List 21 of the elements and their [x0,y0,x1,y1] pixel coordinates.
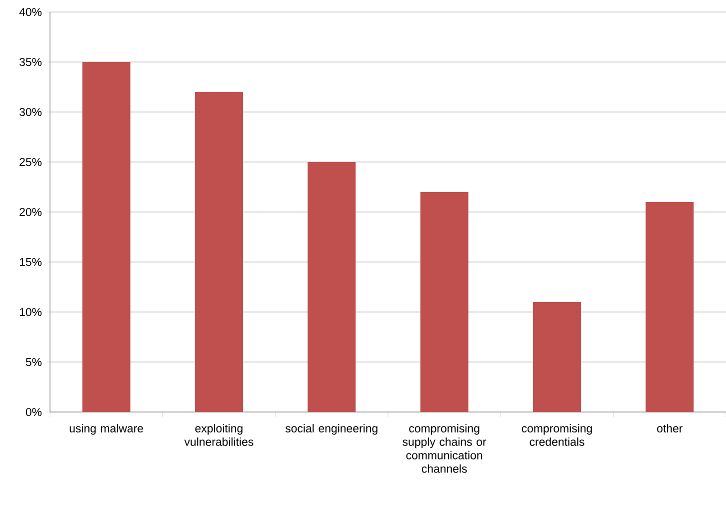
x-tick-label: social engineering [285,424,378,435]
y-tick-label: 0% [26,408,42,416]
x-tick-label: compromising supply chains or communication channels [402,424,486,473]
y-tick-label: 5% [26,358,42,366]
x-tick-label: using malware [70,424,144,435]
bar [533,302,582,412]
bar [195,92,244,412]
y-tick-label: 15% [20,258,42,266]
bar [420,192,468,412]
y-tick-label: 25% [20,158,42,166]
y-tick-label: 20% [20,208,42,216]
y-tick-label: 30% [19,108,42,116]
bar [308,162,356,412]
x-tick-label: exploiting vulnerabilities [184,424,254,446]
bar [82,62,130,412]
y-tick-label: 40% [19,8,42,16]
x-tick-label: other [657,424,683,432]
y-tick-label: 10% [20,308,42,316]
bar [646,202,694,412]
x-tick-label: compromising credentials [522,424,592,446]
y-tick-label: 35% [19,58,42,66]
